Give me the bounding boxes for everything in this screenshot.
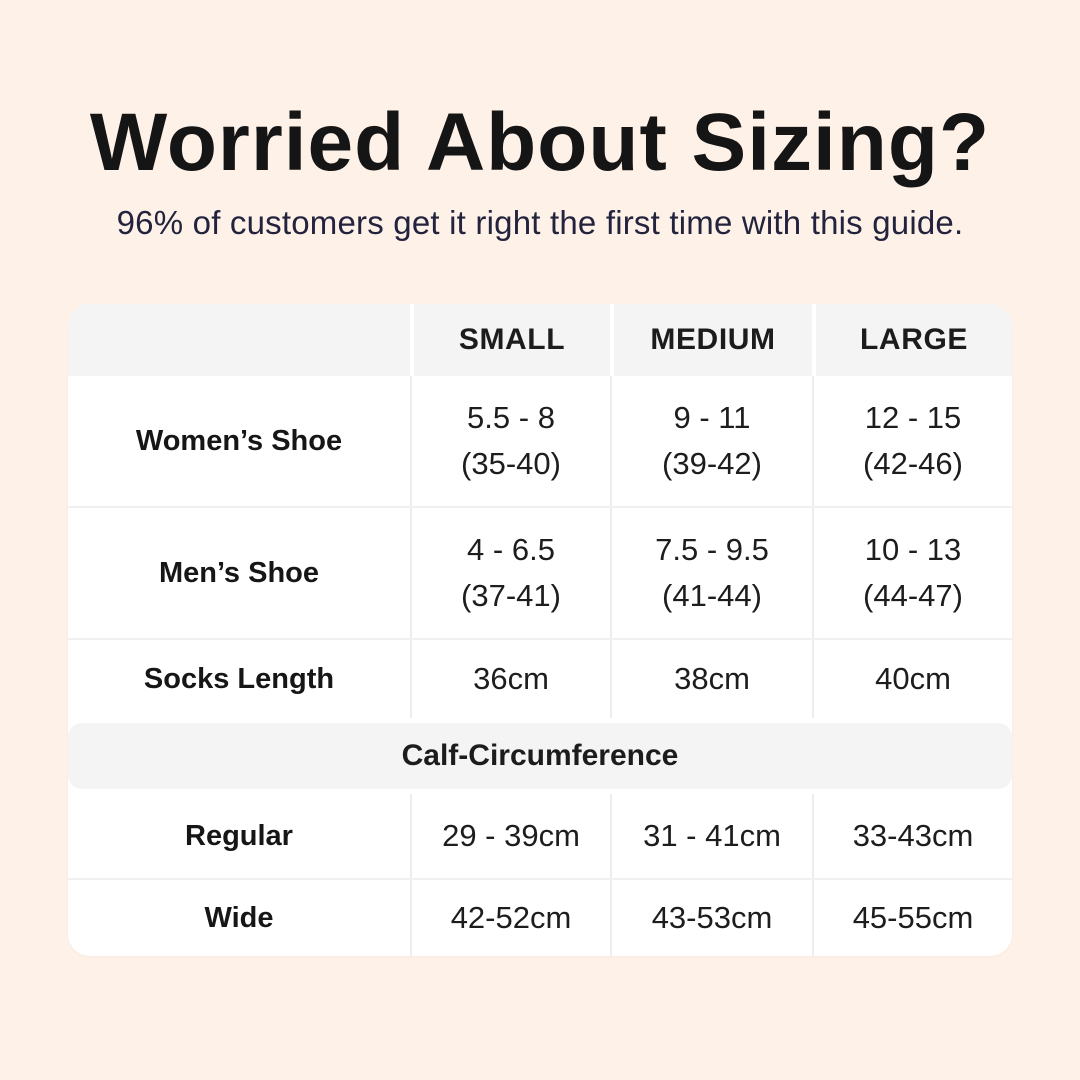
size-value-cell: 10 - 13 (44-47) [812, 508, 1012, 639]
size-value: 45-55cm [852, 899, 974, 935]
table-header-row: SMALL MEDIUM LARGE [68, 304, 1012, 377]
header-cell-large: LARGE [812, 304, 1012, 377]
table-row-regular: Regular 29 - 39cm 31 - 41cm 33-43cm [68, 794, 1012, 879]
size-value-cell: 43-53cm [610, 880, 812, 957]
size-value-us: 5.5 - 8 [467, 399, 555, 435]
column-header-large: LARGE [860, 323, 968, 357]
size-value: 40cm [875, 660, 951, 696]
size-value-cell: 40cm [812, 640, 1012, 719]
size-value-us: 9 - 11 [673, 399, 751, 435]
size-value: 36cm [473, 660, 549, 696]
row-label-cell: Socks Length [68, 640, 410, 718]
size-value-cell: 5.5 - 8 (35-40) [410, 376, 610, 507]
size-value: 42-52cm [450, 899, 572, 935]
size-value-eu: (42-46) [863, 446, 963, 482]
row-label: Men’s Shoe [158, 556, 320, 589]
size-value: 33-43cm [852, 817, 974, 853]
size-value-cell: 12 - 15 (42-46) [812, 376, 1012, 507]
row-label-cell: Wide [68, 880, 410, 956]
row-label-cell: Men’s Shoe [68, 508, 410, 638]
size-value-cell: 7.5 - 9.5 (41-44) [610, 508, 812, 639]
size-value-cell: 33-43cm [812, 794, 1012, 879]
size-value-us: 10 - 13 [864, 531, 962, 567]
size-value-us: 12 - 15 [864, 399, 962, 435]
row-label-cell: Regular [68, 794, 410, 878]
size-value-cell: 36cm [410, 640, 610, 719]
size-value-us: 4 - 6.5 [467, 531, 555, 567]
column-header-small: SMALL [458, 323, 566, 357]
table-row-socks-length: Socks Length 36cm 38cm 40cm [68, 638, 1012, 719]
row-label-cell: Women’s Shoe [68, 376, 410, 506]
page-title: Worried About Sizing? [89, 97, 991, 188]
size-value-cell: 9 - 11 (39-42) [610, 376, 812, 507]
sizing-table: SMALL MEDIUM LARGE Women’s Shoe 5.5 - 8 … [68, 304, 1012, 957]
size-value-eu: (37-41) [461, 578, 561, 614]
header-cell-small: SMALL [410, 304, 610, 377]
page-subtitle: 96% of customers get it right the first … [116, 204, 964, 242]
size-value-cell: 38cm [610, 640, 812, 719]
size-value-cell: 42-52cm [410, 880, 610, 957]
row-label: Socks Length [143, 662, 335, 695]
row-label: Wide [204, 901, 274, 934]
column-header-medium: MEDIUM [650, 323, 776, 357]
table-row-wide: Wide 42-52cm 43-53cm 45-55cm [68, 878, 1012, 957]
size-value: 43-53cm [651, 899, 773, 935]
row-label: Women’s Shoe [135, 424, 343, 457]
size-value: 38cm [674, 660, 750, 696]
size-value-eu: (35-40) [461, 446, 561, 482]
header-cell-medium: MEDIUM [610, 304, 812, 377]
size-value: 31 - 41cm [643, 817, 781, 853]
table-row-mens-shoe: Men’s Shoe 4 - 6.5 (37-41) 7.5 - 9.5 (41… [68, 506, 1012, 639]
row-label: Regular [185, 819, 293, 852]
table-row-womens-shoe: Women’s Shoe 5.5 - 8 (35-40) 9 - 11 (39-… [68, 376, 1012, 507]
header-cell-blank [68, 304, 410, 377]
size-value-us: 7.5 - 9.5 [655, 531, 769, 567]
size-value: 29 - 39cm [442, 817, 580, 853]
size-value-cell: 45-55cm [812, 880, 1012, 957]
size-value-cell: 31 - 41cm [610, 794, 812, 879]
size-value-eu: (41-44) [662, 578, 762, 614]
size-value-cell: 4 - 6.5 (37-41) [410, 508, 610, 639]
section-header-calf-circumference: Calf-Circumference [68, 723, 1012, 790]
size-value-eu: (44-47) [863, 578, 963, 614]
size-value-eu: (39-42) [662, 446, 762, 482]
size-value-cell: 29 - 39cm [410, 794, 610, 879]
